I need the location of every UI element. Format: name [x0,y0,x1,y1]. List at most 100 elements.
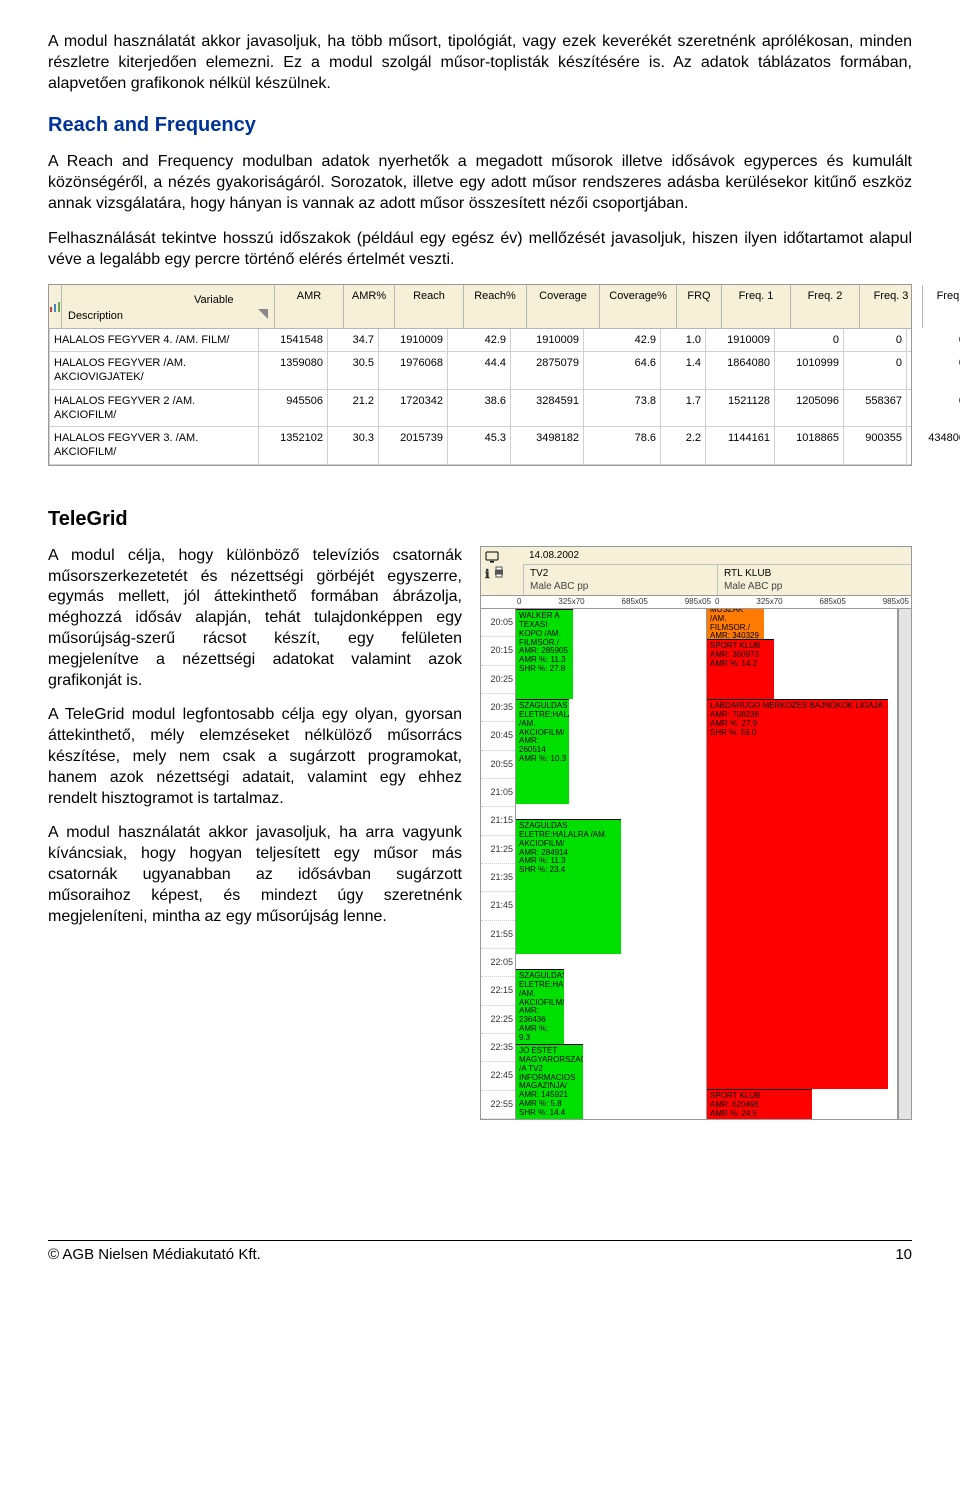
time-label: 22:45 [481,1062,515,1090]
program-line: SHR %: 27.8 [519,665,570,674]
axis-tick: 685x05 [820,597,846,607]
time-label: 20:05 [481,609,515,637]
rf-variable-label: Variable [194,294,234,306]
table-row: HALALOS FEGYVER /AM. AKCIOVIGJATEK/13590… [49,352,911,390]
program-block[interactable]: SZAGULDAS ELETRE:HALALRA /AM. AKCIOFILM/… [516,969,564,1044]
row-value: 1910009 [706,329,775,351]
axis-tick: 0 [517,597,521,607]
tg-para-2: A TeleGrid modul legfontosabb célja egy … [48,705,462,809]
telegrid-scrollbar[interactable] [898,609,911,1119]
info-icon: ℹ [485,567,490,581]
program-block[interactable]: SPORT KLUBAMR: 620496AMR %: 24.5 [707,1089,812,1119]
rf-table: Variable Description AMR AMR% Reach Reac… [48,284,912,465]
program-block[interactable]: WALKER A TEXASI KOPO /AM. FILMSOR./AMR: … [516,609,573,699]
row-value: 38.6 [448,390,511,427]
program-block[interactable]: HARMADIK MUSZAK /AM. FILMSOR./AMR: 34032… [707,609,764,639]
row-value: 44.4 [448,352,511,389]
axis-tick: 985x05 [883,597,909,607]
footer-copyright: © AGB Nielsen Médiakutató Kft. [48,1245,261,1265]
row-value: 64.6 [584,352,661,389]
rf-col-f1: Freq. 1 [722,285,791,327]
telegrid-ch2-sub: Male ABC pp [724,580,905,593]
telegrid-ch1-name: TV2 [530,567,711,580]
row-value: 30.5 [328,352,379,389]
program-line: SZAGULDAS ELETRE:HALALRA /AM. AKCIOFILM/ [519,972,561,1007]
telegrid-ch2: RTL KLUB Male ABC pp [717,565,911,595]
rf-col-cov: Coverage [527,285,600,327]
program-line: AMR: 260514 [519,737,566,755]
telegrid-channel-rtl: HARMADIK MUSZAK /AM. FILMSOR./AMR: 34032… [707,609,898,1119]
table-row: HALALOS FEGYVER 3. /AM. AKCIOFILM/135210… [49,427,911,465]
row-value: 0 [907,352,960,389]
row-value: 434800 [907,427,960,464]
rf-col-reach: Reach [395,285,464,327]
time-label: 21:55 [481,921,515,949]
program-block[interactable]: LABDARUGO MERKOZES BAJNOKOK LIGAJAAMR: 7… [707,699,888,1089]
row-value: 1352102 [259,427,328,464]
row-value: 78.6 [584,427,661,464]
axis-tick: 325x70 [558,597,584,607]
telegrid-toolbar-icons[interactable]: ℹ [481,547,523,595]
heading-reach-frequency: Reach and Frequency [48,112,912,138]
axis-tick: 325x70 [756,597,782,607]
print-icon [493,566,505,578]
row-value: 30.3 [328,427,379,464]
row-value: 2875079 [511,352,584,389]
row-description: HALALOS FEGYVER 3. /AM. AKCIOFILM/ [50,427,259,464]
telegrid-screenshot: ℹ 14.08.2002 TV2 Male ABC pp RTL KLUB Ma… [480,546,912,1120]
time-label: 22:25 [481,1006,515,1034]
telegrid-channel-tv2: WALKER A TEXASI KOPO /AM. FILMSOR./AMR: … [516,609,707,1119]
program-line: SZAGULDAS ELETRE:HALALRA /AM. AKCIOFILM/ [519,822,618,848]
axis-tick: 685x05 [622,597,648,607]
row-value: 34.7 [328,329,379,351]
row-value: 73.8 [584,390,661,427]
time-label: 20:15 [481,637,515,665]
row-value: 45.3 [448,427,511,464]
row-value: 1541548 [259,329,328,351]
program-line: AMR: 340329 [710,632,761,639]
time-label: 20:55 [481,751,515,779]
row-value: 1521128 [706,390,775,427]
telegrid-body: 20:0520:1520:2520:3520:4520:5521:0521:15… [481,609,911,1119]
program-block[interactable]: SZAGULDAS ELETRE:HALALRA /AM. AKCIOFILM/… [516,819,621,954]
row-value: 945506 [259,390,328,427]
row-value: 2015739 [379,427,448,464]
time-label: 22:15 [481,977,515,1005]
time-label: 20:45 [481,722,515,750]
axis-tick: 985x05 [685,597,711,607]
telegrid-ch1-sub: Male ABC pp [530,580,711,593]
rf-para-1: A Reach and Frequency modulban adatok ny… [48,152,912,214]
program-block[interactable]: SPORT KLUBAMR: 360973AMR %: 14.2 [707,639,774,699]
rf-corner-icon [49,285,62,327]
row-value: 1144161 [706,427,775,464]
sort-icon [258,309,268,323]
monitor-icon [485,551,499,563]
row-value: 1010999 [775,352,844,389]
time-label: 22:55 [481,1091,515,1119]
row-value: 1.0 [661,329,706,351]
program-block[interactable]: SZAGULDAS ELETRE:HALALRA /AM. AKCIOFILM/… [516,699,569,804]
row-value: 0 [775,329,844,351]
telegrid-time-column: 20:0520:1520:2520:3520:4520:5521:0521:15… [481,609,516,1119]
time-label: 21:15 [481,807,515,835]
program-line: AMR %: 14.2 [710,660,771,669]
rf-col-description: Variable Description [62,285,275,327]
program-block[interactable]: JO ESTET MAGYARORSZAG /A TV2 INFORMACIOS… [516,1044,583,1119]
rf-col-reachp: Reach% [464,285,527,327]
row-value: 0 [844,329,907,351]
table-row: HALALOS FEGYVER 4. /AM. FILM/154154834.7… [49,329,911,352]
row-value: 0 [907,329,960,351]
program-line: AMR %: 10.3 [519,755,566,764]
rf-col-f2: Freq. 2 [791,285,860,327]
page-footer: © AGB Nielsen Médiakutató Kft. 10 [48,1240,912,1265]
tg-para-3: A modul használatát akkor javasoljuk, ha… [48,823,462,927]
row-value: 1910009 [511,329,584,351]
row-value: 42.9 [448,329,511,351]
footer-page-number: 10 [895,1245,912,1265]
heading-telegrid: TeleGrid [48,506,912,532]
telegrid-date: 14.08.2002 [523,547,911,565]
rf-description-label: Description [68,310,123,322]
row-value: 1.7 [661,390,706,427]
row-description: HALALOS FEGYVER 4. /AM. FILM/ [50,329,259,351]
program-line: SHR %: 14.4 [519,1109,580,1118]
